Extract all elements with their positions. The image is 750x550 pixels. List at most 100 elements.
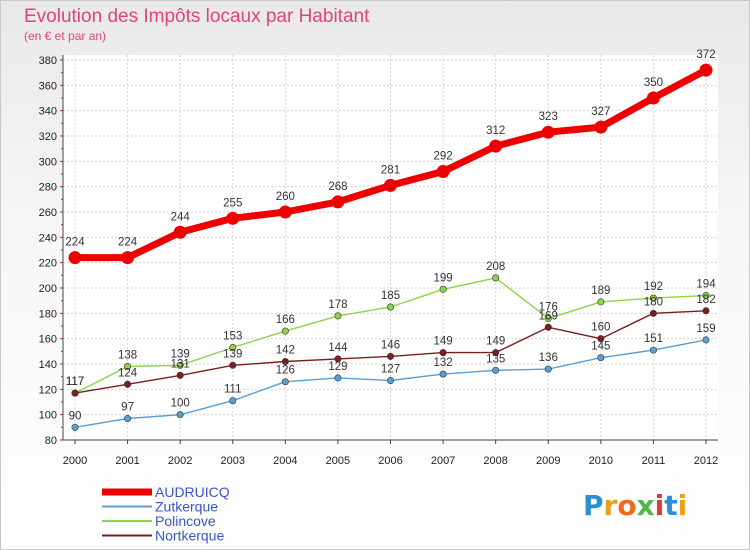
legend-label-audruicq: AUDRUICQ — [155, 484, 230, 500]
data-point — [71, 423, 79, 431]
data-label: 97 — [121, 401, 134, 413]
data-label: 292 — [433, 150, 452, 162]
data-label: 182 — [696, 294, 715, 306]
data-label: 135 — [486, 353, 505, 365]
data-point — [226, 211, 240, 225]
data-point — [281, 378, 289, 386]
data-label: 255 — [223, 197, 242, 209]
x-tick-label: 2008 — [483, 455, 507, 467]
data-point — [646, 91, 660, 105]
x-tick-label: 2001 — [115, 455, 139, 467]
data-point — [597, 335, 605, 343]
data-point — [544, 365, 552, 373]
logo-letter: x — [637, 489, 655, 522]
data-label: 151 — [644, 333, 663, 345]
data-label: 153 — [223, 331, 242, 343]
data-label: 136 — [539, 352, 558, 364]
data-point — [386, 352, 394, 360]
legend-label-polincove: Polincove — [155, 513, 216, 529]
data-label: 142 — [276, 344, 295, 356]
logo-letter: i — [655, 489, 665, 522]
y-tick-label: 260 — [39, 207, 57, 219]
data-label: 129 — [328, 361, 347, 373]
data-label: 169 — [539, 310, 558, 322]
data-label: 312 — [486, 125, 505, 137]
data-point — [544, 314, 552, 322]
y-tick-label: 80 — [45, 435, 57, 447]
data-point — [124, 363, 132, 371]
data-point — [597, 298, 605, 306]
series-nortkerque — [71, 307, 710, 397]
data-point — [649, 309, 657, 317]
x-tick-label: 2003 — [221, 455, 245, 467]
data-label: 160 — [591, 322, 610, 334]
y-tick-label: 180 — [39, 308, 57, 320]
logo-text: Proxiti — [583, 489, 687, 522]
data-point — [334, 374, 342, 382]
x-tick-label: 2011 — [642, 455, 666, 467]
data-label: 124 — [118, 367, 138, 379]
data-label: 327 — [591, 106, 610, 118]
logo-letter: t — [664, 489, 677, 522]
data-point — [176, 371, 184, 379]
data-point — [492, 349, 500, 357]
data-label: 132 — [433, 357, 452, 369]
data-point — [439, 285, 447, 293]
data-point — [544, 323, 552, 331]
data-point — [334, 312, 342, 320]
data-point — [594, 120, 608, 134]
data-point — [702, 336, 710, 344]
x-tick-label: 2005 — [326, 455, 350, 467]
data-label: 224 — [118, 237, 138, 249]
chart-title: Evolution des Impôts locaux par Habitant — [24, 6, 370, 27]
data-point — [176, 411, 184, 419]
data-point — [124, 414, 132, 422]
data-label: 208 — [486, 261, 505, 273]
x-tick-label: 2006 — [378, 455, 402, 467]
data-point — [278, 205, 292, 219]
series-group — [68, 63, 713, 431]
data-label: 224 — [65, 237, 85, 249]
data-label: 185 — [381, 290, 400, 302]
data-label: 149 — [486, 336, 505, 348]
y-tick-label: 200 — [39, 283, 57, 295]
y-tick-label: 140 — [39, 359, 57, 371]
data-point — [489, 139, 503, 153]
data-point — [229, 361, 237, 369]
data-point — [702, 292, 710, 300]
data-point — [541, 125, 555, 139]
data-point — [439, 370, 447, 378]
data-label: 100 — [171, 398, 190, 410]
data-point — [386, 303, 394, 311]
logo-letter: i — [678, 489, 688, 522]
series-audruicq — [68, 63, 713, 265]
data-label: 199 — [433, 272, 452, 284]
data-label: 189 — [591, 285, 610, 297]
data-label: 166 — [276, 314, 295, 326]
y-tick-label: 340 — [39, 106, 57, 118]
x-tick-label: 2002 — [168, 455, 192, 467]
data-label: 192 — [644, 281, 663, 293]
data-label: 178 — [328, 299, 347, 311]
y-tick-label: 360 — [39, 80, 57, 92]
data-point — [649, 346, 657, 354]
data-label: 149 — [433, 336, 452, 348]
data-label: 90 — [69, 410, 82, 422]
data-label: 146 — [381, 339, 400, 351]
data-label: 139 — [223, 348, 242, 360]
data-point — [331, 195, 345, 209]
logo-letter: P — [583, 489, 604, 522]
data-label: 350 — [644, 77, 663, 89]
data-label: 139 — [171, 348, 190, 360]
data-label: 131 — [171, 358, 190, 370]
data-point — [68, 251, 82, 265]
data-label: 159 — [696, 323, 715, 335]
logo-letter: o — [617, 489, 636, 522]
y-tick-label: 280 — [39, 182, 57, 194]
data-point — [71, 389, 79, 397]
data-labels: 224 224 244 255 260 268 281 292 312 323 327 350 372 9… — [65, 49, 716, 422]
y-tick-label: 100 — [39, 410, 57, 422]
y-tick-label: 220 — [39, 258, 57, 270]
data-point — [436, 164, 450, 178]
